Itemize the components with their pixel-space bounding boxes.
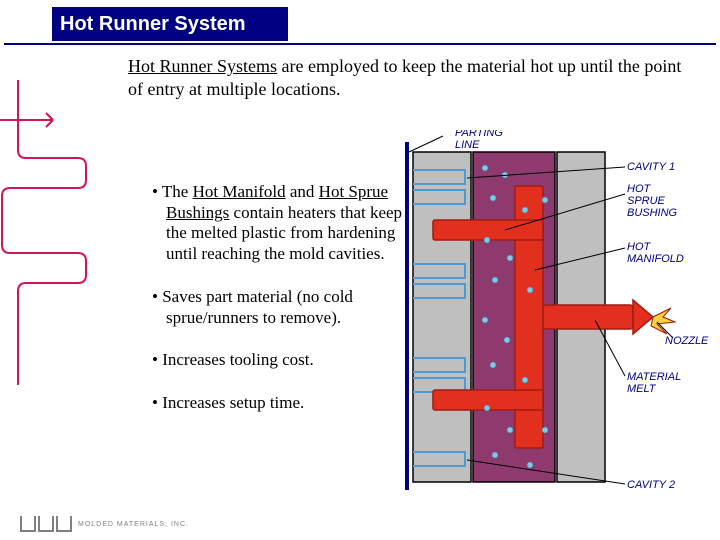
svg-text:SPRUE: SPRUE: [627, 195, 666, 207]
bullet-item: The Hot Manifold and Hot Sprue Bushings …: [152, 182, 422, 265]
bullet-item: Increases setup time.: [152, 393, 422, 414]
bullet-list: The Hot Manifold and Hot Sprue Bushings …: [112, 182, 422, 436]
bullet-item: Saves part material (no cold sprue/runne…: [152, 287, 422, 328]
title-underline: [4, 43, 716, 45]
title-banner: Hot Runner System: [52, 7, 288, 41]
intro-text: Hot Runner Systems are employed to keep …: [128, 55, 688, 100]
footer-text: MOLDED MATERIALS, INC.: [78, 521, 189, 528]
svg-text:HOT: HOT: [627, 183, 652, 195]
hot-runner-diagram: PARTINGLINECAVITY 1HOTSPRUEBUSHINGHOTMAN…: [395, 130, 710, 500]
svg-text:LINE: LINE: [455, 139, 480, 151]
svg-text:PARTING: PARTING: [455, 130, 503, 139]
svg-text:CAVITY 1: CAVITY 1: [627, 161, 675, 173]
svg-text:HOT: HOT: [627, 241, 652, 253]
svg-text:CAVITY 2: CAVITY 2: [627, 479, 675, 491]
slide-title: Hot Runner System: [60, 13, 246, 36]
decorative-squiggle: [0, 80, 98, 390]
logo-icon: [20, 516, 72, 532]
svg-text:MANIFOLD: MANIFOLD: [627, 253, 684, 265]
bullet-item: Increases tooling cost.: [152, 350, 422, 371]
svg-text:BUSHING: BUSHING: [627, 207, 678, 219]
intro-underlined: Hot Runner Systems: [128, 56, 277, 76]
footer-logo: MOLDED MATERIALS, INC.: [20, 516, 189, 532]
svg-text:MATERIAL: MATERIAL: [627, 371, 681, 383]
svg-text:MELT: MELT: [627, 383, 657, 395]
